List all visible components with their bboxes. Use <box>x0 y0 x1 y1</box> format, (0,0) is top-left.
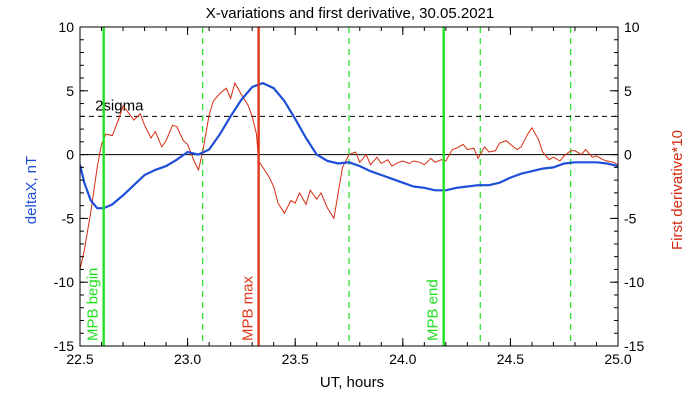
y-tick-label-right: 0 <box>624 147 632 163</box>
x-tick-label: 23.0 <box>174 351 201 367</box>
plot-frame <box>79 26 619 347</box>
derivative-series-line <box>80 81 618 270</box>
y-tick-label-left: -15 <box>54 338 74 354</box>
mpb-marker-label: MPB begin <box>85 268 102 341</box>
mpb-marker-label: MPB max <box>240 275 257 341</box>
y-tick-label-left: 0 <box>66 147 74 163</box>
mpb-marker-label: MPB end <box>425 279 442 341</box>
x-tick-label: 22.5 <box>66 351 93 367</box>
x-tick-label: 23.5 <box>282 351 309 367</box>
y-tick-label-left: -5 <box>62 210 75 226</box>
tick-labels: 22.5 23.0 23.5 24.0 24.5 25.0-15 -15-10 -10-5 -5… <box>54 19 645 367</box>
plot-area: 2sigma MPB begin MPB max MPB end <box>79 26 619 347</box>
chart-title: X-variations and first derivative, 30.05… <box>206 5 495 22</box>
y-tick-label-right: -10 <box>624 274 644 290</box>
y-tick-label-right: 5 <box>624 83 632 99</box>
y-axis-label-right: First derivative*10 <box>669 130 686 250</box>
deltax-series-line <box>80 81 618 210</box>
y-tick-label-right: -5 <box>624 210 637 226</box>
x-tick-label: 24.0 <box>389 351 416 367</box>
x-axis-label: UT, hours <box>320 374 384 391</box>
y-tick-label-left: 10 <box>58 19 74 35</box>
sigma-label: 2sigma <box>95 97 144 114</box>
x-tick-label: 25.0 <box>604 351 631 367</box>
y-tick-label-right: -15 <box>624 338 644 354</box>
y-tick-label-left: -10 <box>54 274 74 290</box>
y-tick-label-right: 10 <box>624 19 640 35</box>
x-tick-label: 24.5 <box>497 351 524 367</box>
y-axis-label-left: deltaX, nT <box>23 156 40 224</box>
y-tick-label-left: 5 <box>66 83 74 99</box>
